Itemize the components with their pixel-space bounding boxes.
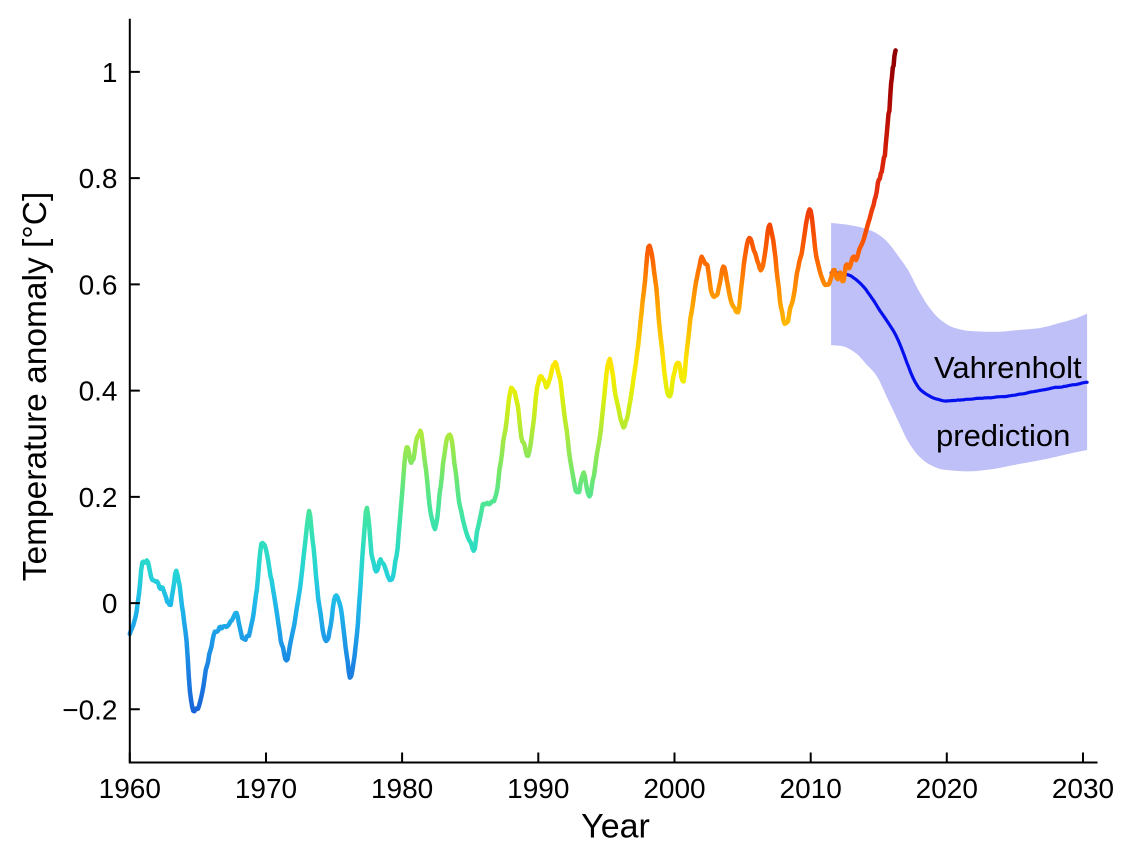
svg-text:2020: 2020 <box>916 773 978 804</box>
svg-text:2000: 2000 <box>643 773 705 804</box>
svg-text:0.6: 0.6 <box>79 269 118 300</box>
svg-text:0.4: 0.4 <box>79 376 118 407</box>
svg-text:1990: 1990 <box>507 773 569 804</box>
svg-text:0.8: 0.8 <box>79 163 118 194</box>
svg-text:2010: 2010 <box>780 773 842 804</box>
svg-text:0: 0 <box>102 588 118 619</box>
svg-text:0.2: 0.2 <box>79 482 118 513</box>
svg-text:Year: Year <box>581 808 650 846</box>
svg-text:1960: 1960 <box>99 773 161 804</box>
svg-text:1: 1 <box>102 57 118 88</box>
svg-text:−0.2: −0.2 <box>62 694 117 725</box>
svg-text:2030: 2030 <box>1052 773 1114 804</box>
svg-text:1980: 1980 <box>371 773 433 804</box>
svg-text:1970: 1970 <box>235 773 297 804</box>
svg-text:Vahrenholt: Vahrenholt <box>934 350 1082 385</box>
svg-text:prediction: prediction <box>936 418 1070 453</box>
svg-text:Temperature anomaly [°C]: Temperature anomaly [°C] <box>17 192 54 582</box>
